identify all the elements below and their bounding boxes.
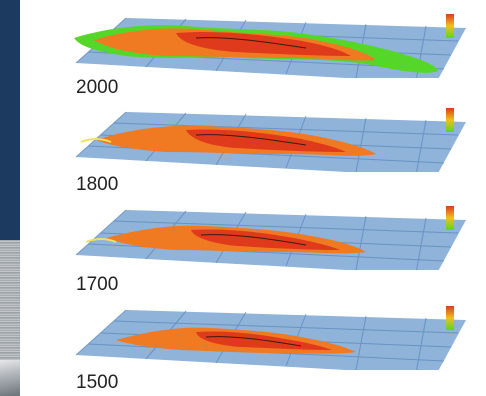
left-photo-texture	[0, 240, 20, 396]
year-label-1800: 1800	[76, 174, 119, 195]
terrain-map-1700	[75, 206, 466, 270]
edge-yellow	[85, 238, 117, 243]
left-background-strip	[0, 0, 20, 396]
legend-bar	[446, 306, 454, 330]
figure-content: 2000 1800	[20, 0, 486, 396]
terrain-map-2000	[74, 14, 466, 78]
map-panel-1500	[66, 300, 466, 370]
river-line	[195, 134, 307, 146]
terrain-map-1800	[75, 108, 466, 172]
year-label-1500: 1500	[76, 372, 119, 393]
edge-yellow	[80, 138, 112, 143]
map-panel-1700	[66, 200, 466, 270]
terrain-map-1500	[75, 306, 466, 370]
map-panel-1800	[66, 102, 466, 172]
river-line	[200, 234, 307, 246]
legend-bar	[446, 14, 454, 38]
map-panel-2000	[66, 8, 466, 78]
river-line	[205, 336, 302, 347]
river-line	[195, 37, 307, 49]
left-photo-base	[0, 360, 20, 396]
legend-bar	[446, 206, 454, 230]
year-label-2000: 2000	[76, 77, 119, 98]
legend-bar	[446, 108, 454, 132]
year-label-1700: 1700	[76, 274, 119, 295]
